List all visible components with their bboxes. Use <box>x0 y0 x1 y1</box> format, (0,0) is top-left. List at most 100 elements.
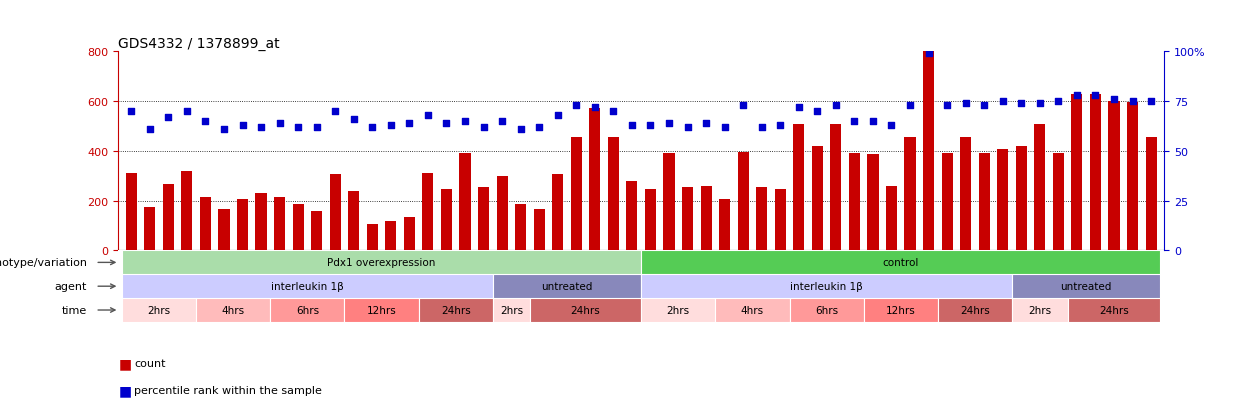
Bar <box>886 186 898 251</box>
Bar <box>403 217 415 251</box>
Bar <box>923 19 934 251</box>
Point <box>529 124 549 131</box>
Bar <box>218 210 229 251</box>
Bar <box>737 152 748 251</box>
Bar <box>418 298 493 322</box>
Point <box>473 124 493 131</box>
Text: 6hrs: 6hrs <box>296 305 319 315</box>
Point <box>659 120 679 127</box>
Text: 12hrs: 12hrs <box>367 305 396 315</box>
Text: 4hrs: 4hrs <box>222 305 245 315</box>
Bar <box>626 181 637 251</box>
Bar <box>367 225 378 251</box>
Point <box>381 122 401 129</box>
Bar <box>478 188 489 251</box>
Bar <box>422 173 433 251</box>
Point <box>418 112 438 119</box>
Bar <box>126 173 137 251</box>
Point <box>1030 100 1050 107</box>
Bar <box>904 138 915 251</box>
Bar <box>1012 275 1160 298</box>
Point <box>937 102 957 109</box>
Point <box>492 118 512 125</box>
Bar <box>330 175 341 251</box>
Bar <box>849 154 860 251</box>
Bar <box>701 186 712 251</box>
Bar <box>122 298 197 322</box>
Bar <box>641 251 1160 275</box>
Text: ■: ■ <box>118 383 132 397</box>
Bar <box>941 154 952 251</box>
Point <box>733 102 753 109</box>
Text: 24hrs: 24hrs <box>960 305 990 315</box>
Point <box>233 122 253 129</box>
Bar <box>534 210 545 251</box>
Point <box>825 102 845 109</box>
Text: count: count <box>134 358 166 368</box>
Point <box>139 126 159 133</box>
Bar <box>641 275 1012 298</box>
Bar <box>163 185 174 251</box>
Text: agent: agent <box>55 282 87 292</box>
Bar <box>200 197 210 251</box>
Text: interleukin 1β: interleukin 1β <box>791 282 863 292</box>
Bar <box>830 125 842 251</box>
Bar <box>1072 95 1082 251</box>
Bar <box>1053 154 1064 251</box>
Point <box>1123 98 1143 105</box>
Bar <box>497 176 508 251</box>
Point <box>1086 92 1106 99</box>
Text: untreated: untreated <box>1061 282 1112 292</box>
Text: 24hrs: 24hrs <box>441 305 471 315</box>
Point <box>604 108 624 115</box>
Bar <box>1035 125 1046 251</box>
Point <box>585 104 605 111</box>
Point <box>456 118 476 125</box>
Bar <box>441 190 452 251</box>
Point <box>158 114 178 121</box>
Bar <box>1108 102 1119 251</box>
Bar <box>793 125 804 251</box>
Point <box>807 108 827 115</box>
Bar <box>255 194 266 251</box>
Point <box>900 102 920 109</box>
Text: GDS4332 / 1378899_at: GDS4332 / 1378899_at <box>118 37 280 51</box>
Bar <box>144 207 156 251</box>
Bar <box>122 275 493 298</box>
Point <box>844 118 864 125</box>
Bar <box>756 188 767 251</box>
Bar <box>789 298 864 322</box>
Bar <box>774 190 786 251</box>
Text: Pdx1 overexpression: Pdx1 overexpression <box>327 258 436 268</box>
Bar <box>493 275 641 298</box>
Bar <box>979 154 990 251</box>
Bar <box>864 298 937 322</box>
Bar <box>960 138 971 251</box>
Point <box>863 118 883 125</box>
Bar <box>716 298 789 322</box>
Bar <box>274 197 285 251</box>
Point <box>362 124 382 131</box>
Point <box>270 120 290 127</box>
Text: 2hrs: 2hrs <box>667 305 690 315</box>
Text: interleukin 1β: interleukin 1β <box>271 282 344 292</box>
Bar <box>530 298 641 322</box>
Bar <box>345 298 418 322</box>
Point <box>992 98 1012 105</box>
Text: percentile rank within the sample: percentile rank within the sample <box>134 385 322 395</box>
Bar <box>682 188 693 251</box>
Text: genotype/variation: genotype/variation <box>0 258 87 268</box>
Text: ■: ■ <box>118 356 132 370</box>
Bar <box>349 191 360 251</box>
Bar <box>1068 298 1160 322</box>
Point <box>1104 96 1124 103</box>
Point <box>640 122 660 129</box>
Text: 24hrs: 24hrs <box>570 305 600 315</box>
Bar <box>997 150 1008 251</box>
Point <box>306 124 326 131</box>
Bar <box>937 298 1012 322</box>
Text: 24hrs: 24hrs <box>1099 305 1129 315</box>
Point <box>752 124 772 131</box>
Bar <box>608 138 619 251</box>
Bar <box>385 221 396 251</box>
